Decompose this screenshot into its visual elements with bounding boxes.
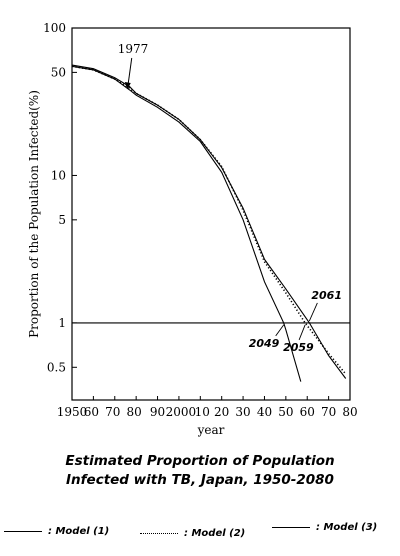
annotation-2061-leader xyxy=(308,302,318,322)
legend: : Model (1) : Model (2) : Model (3) xyxy=(0,518,400,542)
legend-item-model-1: : Model (1) xyxy=(4,526,109,537)
x-tick-label: 60 xyxy=(84,405,99,419)
x-tick-label: 90 xyxy=(150,405,165,419)
x-tick-label: 60 xyxy=(300,405,315,419)
x-tick-label: 80 xyxy=(127,405,142,419)
x-tick-label: 30 xyxy=(235,405,250,419)
y-tick-label: 10 xyxy=(51,168,66,182)
y-tick-label: 5 xyxy=(58,213,66,227)
x-tick-label: 20 xyxy=(214,405,229,419)
x-tick-label: 50 xyxy=(278,405,293,419)
x-tick-label: 70 xyxy=(321,405,336,419)
legend-label: : Model (3) xyxy=(316,522,378,533)
y-tick-label: 100 xyxy=(43,21,66,35)
legend-swatch-solid xyxy=(4,530,42,532)
legend-swatch-dotted xyxy=(140,532,178,534)
annotation-2049: 2049 xyxy=(249,337,280,350)
legend-item-model-3: : Model (3) xyxy=(272,522,377,533)
annotation-1977-arrowhead xyxy=(124,81,131,89)
x-tick-label: 10 xyxy=(195,405,210,419)
series-line-model-3 xyxy=(71,64,347,379)
annotation-2059: 2059 xyxy=(283,341,314,354)
annotation-2059-leader xyxy=(298,324,306,341)
plot-frame xyxy=(71,27,351,401)
y-tick-label: 50 xyxy=(51,65,66,79)
x-tick-label: 40 xyxy=(257,405,272,419)
legend-label: : Model (2) xyxy=(184,528,246,539)
legend-label: : Model (1) xyxy=(48,526,110,537)
x-tick-label: 80 xyxy=(342,405,357,419)
series-line-model-2 xyxy=(71,65,347,375)
legend-item-model-2: : Model (2) xyxy=(140,528,245,539)
annotation-2061: 2061 xyxy=(311,289,342,302)
x-tick-label: 1950 xyxy=(57,405,88,419)
series-line-model-1 xyxy=(71,65,302,382)
legend-swatch-solid xyxy=(272,526,310,528)
x-tick-label: 70 xyxy=(105,405,120,419)
annotation-2049-leader xyxy=(275,324,285,337)
x-axis-label: year xyxy=(197,423,225,437)
y-tick-label: 1 xyxy=(58,316,66,330)
x-tick-label: 2000 xyxy=(166,405,197,419)
chart-title-line-1: Estimated Proportion of Population xyxy=(65,453,335,469)
annotation-1977-arrow xyxy=(127,57,133,88)
y-tick-label: 0.5 xyxy=(47,360,66,374)
annotation-1977: 1977 xyxy=(118,42,149,56)
chart-title-line-2: Infected with TB, Japan, 1950-2080 xyxy=(66,472,334,488)
y-axis-label: Proportion of the Population Infected(%) xyxy=(27,90,41,338)
